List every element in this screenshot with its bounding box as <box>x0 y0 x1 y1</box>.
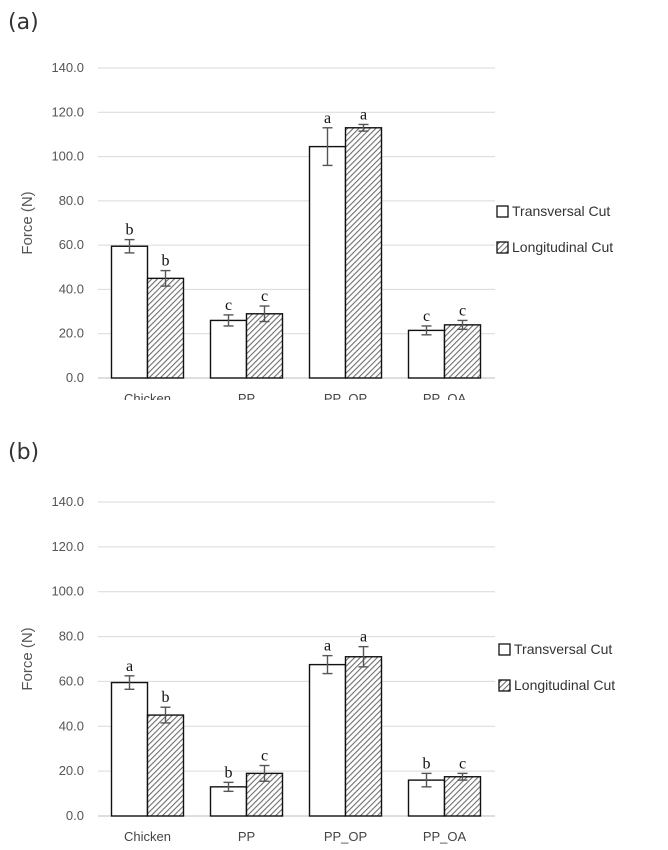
legend-swatch <box>496 205 509 218</box>
y-tick-label: 20.0 <box>59 763 84 778</box>
panel-label-a: (a) <box>8 10 39 35</box>
y-axis-label: Force (N) <box>19 191 36 254</box>
y-tick-label: 100.0 <box>51 584 84 599</box>
significance-label: b <box>162 253 170 270</box>
significance-label: c <box>459 302 466 319</box>
y-axis-label: Force (N) <box>19 627 36 690</box>
y-tick-label: 140.0 <box>51 60 84 75</box>
y-tick-label: 120.0 <box>51 539 84 554</box>
legend-label: Longitudinal Cut <box>514 677 615 693</box>
category-label: PP_OP <box>324 829 367 844</box>
bar <box>344 656 383 817</box>
y-tick-label: 120.0 <box>51 104 84 119</box>
bar <box>344 127 383 379</box>
bar <box>146 714 185 817</box>
significance-label: b <box>225 764 233 781</box>
y-tick-label: 20.0 <box>59 326 84 341</box>
chart-b: 0.0 20.0 40.0 60.0 80.0 100.0 120.0 140.0 Force … <box>19 494 615 844</box>
y-tick-label: 0.0 <box>66 370 84 385</box>
bar <box>110 681 149 817</box>
y-tick-label: 0.0 <box>66 808 84 823</box>
chart-a: 0.0 20.0 40.0 60.0 80.0 100.0 120.0 140.0 Force … <box>19 60 613 400</box>
bar <box>308 145 347 379</box>
category-label: PP_OA <box>423 829 467 844</box>
category-label: PP_OA <box>423 391 467 400</box>
y-tick-label: 100.0 <box>51 149 84 164</box>
category-label: Chicken <box>124 391 171 400</box>
bar <box>209 319 248 379</box>
bar <box>245 313 284 379</box>
significance-label: c <box>261 288 268 305</box>
legend-swatch <box>496 241 509 254</box>
y-tick-label: 60.0 <box>59 237 84 252</box>
significance-label: b <box>162 689 170 706</box>
significance-label: a <box>324 110 331 127</box>
y-tick-label: 140.0 <box>51 494 84 509</box>
bar <box>110 245 149 379</box>
category-label: Chicken <box>124 829 171 844</box>
bar <box>443 776 482 817</box>
category-label: PP <box>238 829 255 844</box>
category-label: PP_OP <box>324 391 367 400</box>
y-tick-label: 40.0 <box>59 281 84 296</box>
y-tick-label: 80.0 <box>59 193 84 208</box>
significance-label: a <box>324 638 331 655</box>
significance-label: c <box>225 297 232 314</box>
bar <box>209 786 248 817</box>
significance-label: c <box>261 748 268 765</box>
y-tick-label: 80.0 <box>59 629 84 644</box>
significance-label: a <box>360 106 367 123</box>
significance-label: b <box>126 222 134 239</box>
panel-label-b: (b) <box>8 440 40 465</box>
legend-swatch <box>498 679 511 692</box>
legend-label: Transversal Cut <box>514 641 612 657</box>
significance-label: a <box>126 658 133 675</box>
legend-swatch <box>498 643 511 656</box>
bar <box>407 329 446 379</box>
significance-label: c <box>459 755 466 772</box>
legend-label: Longitudinal Cut <box>512 239 613 255</box>
y-tick-label: 60.0 <box>59 673 84 688</box>
significance-label: a <box>360 629 367 646</box>
bar <box>308 663 347 817</box>
significance-label: b <box>423 755 431 772</box>
legend-label: Transversal Cut <box>512 203 610 219</box>
bar <box>443 324 482 379</box>
y-tick-label: 40.0 <box>59 718 84 733</box>
significance-label: c <box>423 308 430 325</box>
bar <box>146 277 185 379</box>
category-label: PP <box>238 391 255 400</box>
